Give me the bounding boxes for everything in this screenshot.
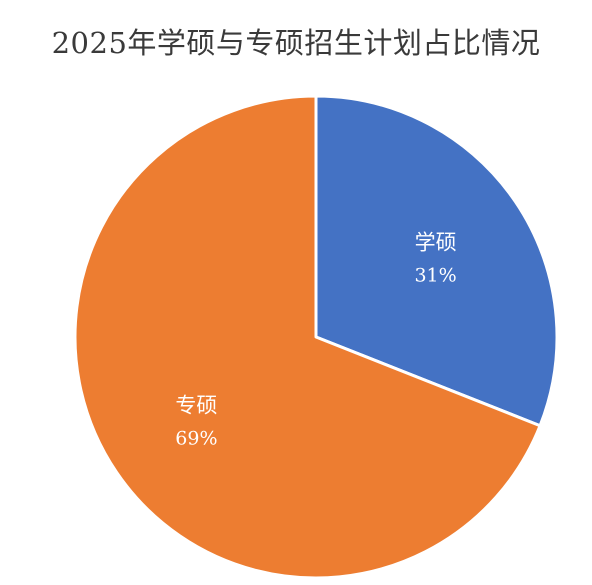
chart-title: 2025年学硕与专硕招生计划占比情况	[51, 26, 541, 60]
pie-slice-1	[314, 94, 559, 428]
slice-label-1: 学硕	[415, 231, 457, 255]
slice-value-1: 31%	[414, 265, 456, 287]
pie-slices	[73, 94, 559, 580]
pie-slice-2	[73, 94, 542, 580]
slice-value-2: 69%	[175, 427, 217, 449]
pie-labels: 学硕 31% 专硕 69%	[175, 231, 456, 450]
slice-label-2: 专硕	[175, 393, 217, 417]
